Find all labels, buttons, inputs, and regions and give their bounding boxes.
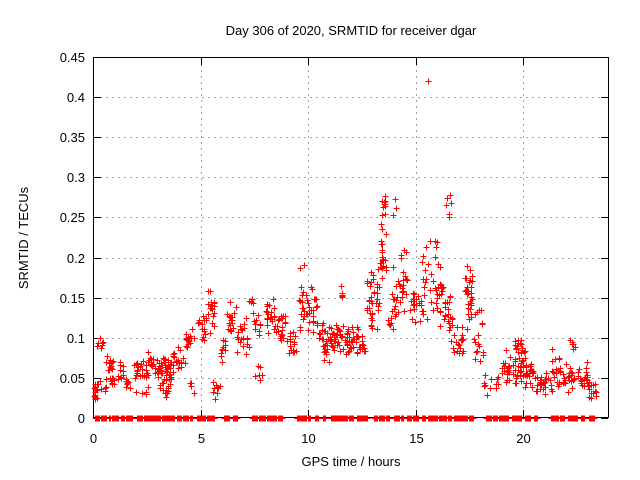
- y-tick-label: 0.25: [60, 210, 85, 225]
- data-points: [91, 78, 600, 422]
- x-tick-label: 10: [301, 431, 315, 446]
- tick-labels: 0 0.05 0.1 0.15 0.2 0.25 0.3 0.35 0.4 0.45 0 5 10 15 2…: [60, 50, 531, 446]
- y-tick-label: 0.35: [60, 130, 85, 145]
- x-axis-label: GPS time / hours: [302, 454, 401, 469]
- y-tick-label: 0.4: [67, 90, 85, 105]
- x-tick-label: 0: [90, 431, 97, 446]
- x-tick-label: 20: [516, 431, 530, 446]
- scatter-plus-markers: [91, 78, 600, 422]
- y-tick-label: 0.2: [67, 251, 85, 266]
- y-tick-label: 0.45: [60, 50, 85, 65]
- x-tick-label: 15: [409, 431, 423, 446]
- chart-title: Day 306 of 2020, SRMTID for receiver dga…: [226, 23, 477, 38]
- y-tick-label: 0.15: [60, 291, 85, 306]
- gridlines: [94, 58, 608, 417]
- x-tick-label: 5: [198, 431, 205, 446]
- y-tick-label: 0.3: [67, 170, 85, 185]
- y-axis-label: SRMTID / TECUs: [16, 186, 31, 289]
- y-tick-label: 0.05: [60, 371, 85, 386]
- y-tick-label: 0: [78, 411, 85, 426]
- y-tick-label: 0.1: [67, 331, 85, 346]
